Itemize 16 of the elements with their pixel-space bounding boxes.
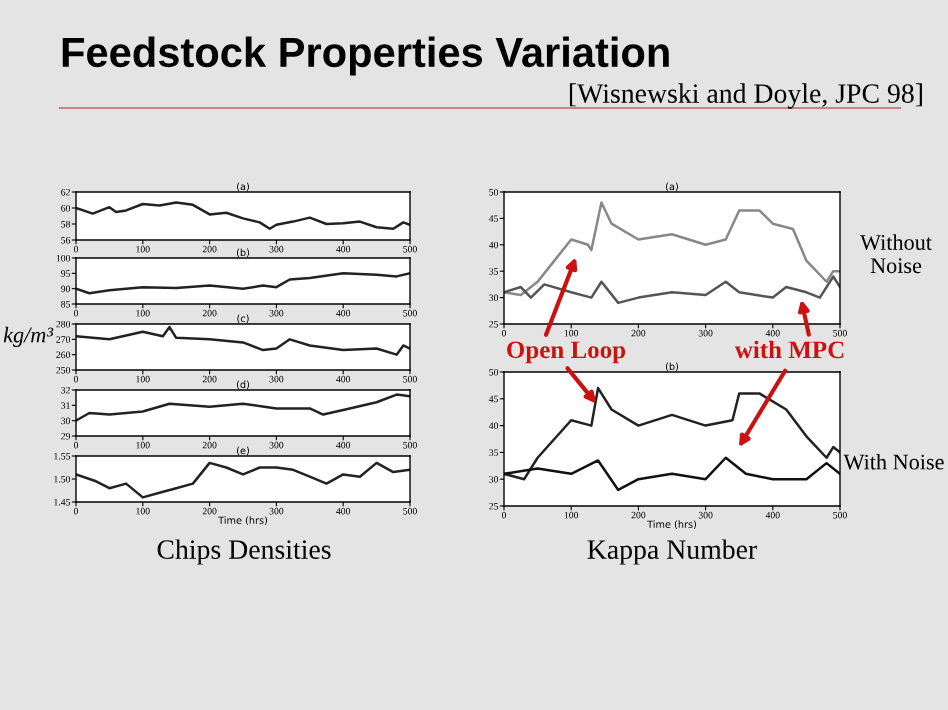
- text: Without Noise: [860, 234, 932, 274]
- text: Chips Densities: [157, 539, 331, 565]
- text: with MPC: [734, 340, 844, 359]
- line-series: [76, 201, 410, 231]
- text: [Wisnewski and Doyle, JPC 98]: [569, 83, 922, 109]
- line-series: [504, 201, 840, 297]
- text: Feedstock Properties Variation: [62, 36, 669, 76]
- y-axis-title: kg/m³: [3, 326, 54, 347]
- text: Open Loop: [507, 341, 626, 364]
- line-series: [76, 272, 410, 295]
- line-series: [504, 275, 840, 305]
- text: Kappa Number: [587, 539, 757, 565]
- line-series: [504, 386, 840, 481]
- line-series: [76, 461, 410, 499]
- text: With Noise: [843, 453, 944, 470]
- line-series: [504, 456, 840, 492]
